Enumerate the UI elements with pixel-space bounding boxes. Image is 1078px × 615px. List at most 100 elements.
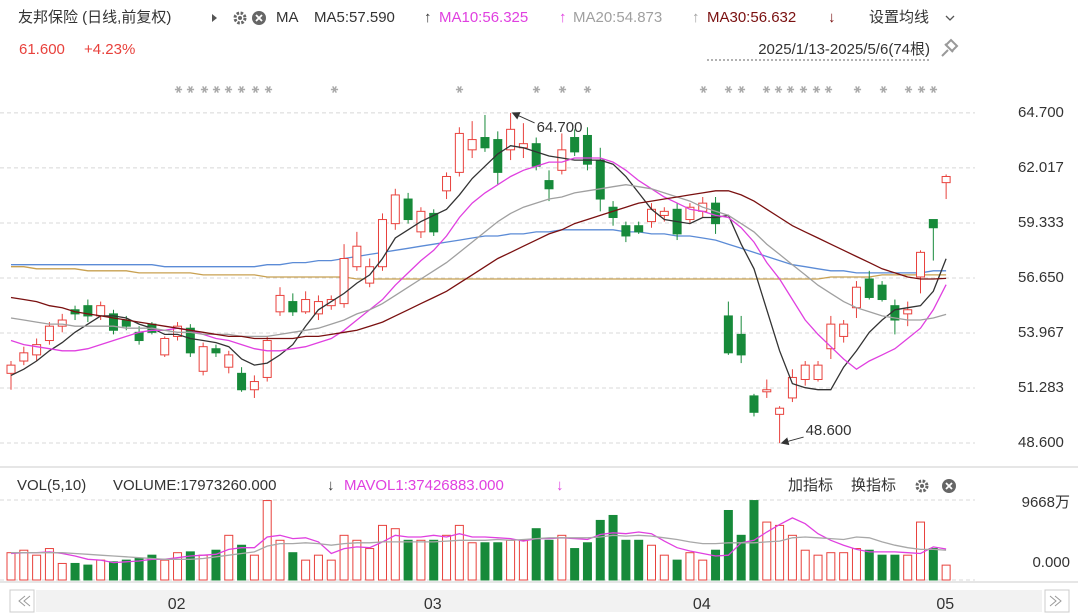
candle-body: [634, 225, 644, 233]
annotation-arrow: [511, 112, 535, 124]
volume-bar: [851, 548, 861, 581]
switch-indicator-button[interactable]: 换指标: [851, 477, 896, 494]
candle-body: [19, 352, 29, 362]
candle-body: [941, 175, 951, 184]
volume-bar: [83, 564, 93, 581]
volume-bar: [173, 552, 183, 581]
volume-bar: [416, 539, 426, 581]
volume-bar: [493, 542, 503, 581]
scroll-right-button[interactable]: [1044, 589, 1070, 613]
volume-bar: [326, 559, 336, 581]
volume-bar: [237, 544, 247, 581]
trend-arrow: ↑: [424, 9, 432, 26]
close-icon[interactable]: [252, 11, 266, 25]
y-tick-label: 51.283: [1018, 379, 1064, 396]
candle-body: [800, 364, 810, 380]
candle-body: [429, 212, 439, 233]
legend-entry[interactable]: MA20:54.873: [573, 9, 662, 26]
x-tick-label: 04: [693, 596, 711, 613]
volume-bar: [787, 534, 797, 581]
candle-body: [621, 225, 631, 237]
candle-body: [237, 372, 247, 391]
volume-bar: [634, 539, 644, 581]
price-label: 61.600: [19, 41, 65, 58]
volume-bar: [762, 521, 772, 581]
candle-body: [787, 376, 797, 399]
scroll-left-icon: [18, 595, 31, 607]
y-tick-label: 64.700: [1018, 104, 1064, 121]
volume-bar: [185, 551, 195, 581]
candle-body: [659, 210, 669, 216]
stock-title: 友邦保险 (日线,前复权): [18, 8, 171, 26]
volume-bar: [57, 562, 67, 581]
candle-body: [352, 245, 362, 268]
volume-bar: [672, 559, 682, 581]
volume-bar: [301, 559, 311, 581]
expand-icon[interactable]: [212, 14, 217, 22]
trend-arrow: ↑: [559, 9, 567, 26]
volume-bar: [403, 539, 413, 581]
candle-body: [749, 395, 759, 413]
y-tick-label: 59.333: [1018, 214, 1064, 231]
volume-bar: [531, 528, 541, 581]
candle-body: [839, 323, 849, 337]
candle-body: [570, 137, 580, 153]
volume-bar: [288, 552, 298, 581]
range-label[interactable]: 2025/1/13-2025/5/6(74根): [758, 41, 930, 58]
volume-bar: [621, 539, 631, 581]
candle-body: [864, 278, 874, 298]
candle-body: [339, 258, 349, 305]
scrollbar-track[interactable]: [36, 590, 1042, 612]
volume-bar: [582, 542, 592, 581]
scroll-left-button[interactable]: [9, 589, 35, 613]
volume-bar: [147, 554, 157, 581]
candle-body: [249, 381, 259, 391]
line: [11, 266, 947, 280]
close-icon[interactable]: [942, 479, 956, 493]
candle-body: [390, 194, 400, 225]
candle-body: [83, 305, 93, 317]
candle-body: [198, 346, 208, 372]
add-indicator-button[interactable]: 加指标: [788, 477, 833, 494]
candle-body: [32, 344, 42, 356]
legend-entry[interactable]: MA5:57.590: [314, 9, 395, 26]
volume-bar: [6, 552, 16, 581]
settings-icon[interactable]: [233, 11, 247, 25]
candle-body: [96, 305, 106, 317]
ma-label: MA: [276, 9, 299, 26]
candle-body: [531, 143, 541, 167]
volume-bar: [813, 554, 823, 581]
legend-entry[interactable]: MA10:56.325: [439, 9, 528, 26]
pin-icon[interactable]: [941, 38, 959, 57]
dropdown-icon[interactable]: [945, 15, 955, 21]
candle-body: [6, 364, 16, 374]
volume-bar: [877, 554, 887, 581]
candle-body: [775, 407, 785, 415]
candle-body: [723, 315, 733, 354]
volume-bar: [570, 548, 580, 581]
volume-bar: [698, 559, 708, 581]
y-tick-label: 9668万: [1022, 494, 1070, 511]
candle-body: [224, 354, 234, 368]
volume-bar: [518, 539, 528, 581]
legend-entry[interactable]: MA30:56.632: [707, 9, 796, 26]
volume-bar: [736, 534, 746, 581]
annotation-arrow: [780, 436, 804, 446]
volume-bar: [800, 549, 810, 581]
volume-bar: [32, 554, 42, 581]
volume-bar: [467, 542, 477, 581]
volume-bar: [775, 524, 785, 581]
volume-bar: [339, 534, 349, 581]
trend-arrow: ↑: [692, 9, 700, 26]
settings-icon[interactable]: [915, 479, 929, 493]
volume-bar: [313, 554, 323, 581]
legend-entry[interactable]: MAVOL1:37426883.000: [344, 477, 504, 494]
volume-title: VOL(5,10): [17, 477, 86, 494]
settings-button[interactable]: 设置均线: [869, 9, 929, 26]
volume-bar: [711, 549, 721, 581]
volume-bar: [480, 542, 490, 581]
candle-body: [544, 180, 554, 190]
volume-bar: [839, 552, 849, 581]
